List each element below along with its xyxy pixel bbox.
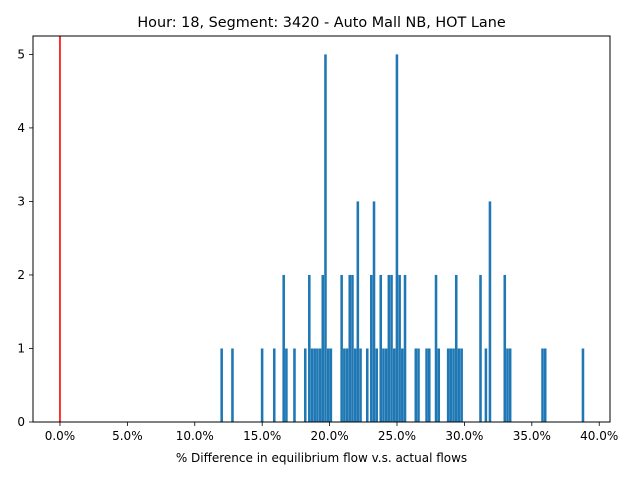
histogram-bar <box>293 348 296 422</box>
histogram-bar <box>417 348 420 422</box>
histogram-bar <box>581 348 585 422</box>
histogram-bar <box>457 348 461 422</box>
histogram-bar <box>449 348 453 422</box>
histogram-bar <box>395 54 399 422</box>
histogram-bar <box>454 274 458 422</box>
histogram-bar <box>403 274 407 422</box>
histogram-bar <box>390 274 393 422</box>
x-tick-label: 40.0% <box>580 429 618 443</box>
histogram-bar <box>356 201 360 422</box>
x-tick-label: 5.0% <box>112 429 143 443</box>
histogram-bar <box>345 348 349 422</box>
histogram-bar <box>387 274 391 422</box>
histogram-bar <box>282 274 285 422</box>
histogram-bar <box>313 348 316 422</box>
histogram-bar <box>428 348 431 422</box>
histogram-bar <box>310 348 314 422</box>
histogram-bar <box>488 201 492 422</box>
histogram-bar <box>318 348 322 422</box>
histogram-bar <box>379 274 383 422</box>
y-tick-label: 0 <box>17 415 25 429</box>
histogram-bar <box>329 348 333 422</box>
histogram-bar <box>437 348 441 422</box>
histogram-bar <box>503 274 507 422</box>
histogram-bar <box>353 348 357 422</box>
y-tick-label: 5 <box>17 47 25 61</box>
histogram-bar <box>272 348 276 422</box>
histogram-bar <box>260 348 264 422</box>
histogram-bar <box>375 348 378 422</box>
histogram-bar <box>308 274 311 422</box>
histogram-bar <box>382 348 385 422</box>
x-tick-label: 10.0% <box>176 429 214 443</box>
histogram-bar <box>398 274 401 422</box>
y-tick-label: 3 <box>17 194 25 208</box>
plot-frame <box>32 35 611 423</box>
histogram-bar <box>543 348 547 422</box>
y-axis-ticks: 0 1 2 3 4 5 <box>17 47 33 429</box>
histogram-bar <box>285 348 288 422</box>
histogram-bar <box>434 274 438 422</box>
histogram-bar <box>231 348 234 422</box>
histogram-bar <box>446 348 450 422</box>
y-tick-label: 1 <box>17 341 25 355</box>
x-axis-ticks: 0.0% 5.0% 10.0% 15.0% 20.0% 25.0% 30.0% 35.0% 40… <box>45 422 618 443</box>
histogram-bar <box>321 274 325 422</box>
histogram-bar <box>401 348 404 422</box>
histogram-bar <box>506 348 509 422</box>
histogram-bar <box>348 274 352 422</box>
histogram-bar <box>220 348 223 422</box>
histogram-bar <box>326 348 330 422</box>
chart-title: Hour: 18, Segment: 3420 - Auto Mall NB, … <box>137 15 505 31</box>
histogram-bar <box>414 348 418 422</box>
y-tick-label: 4 <box>17 121 25 135</box>
histogram-bar <box>452 348 455 422</box>
histogram-bar <box>384 348 388 422</box>
y-tick-label: 2 <box>17 268 25 282</box>
histogram-bar <box>484 348 488 422</box>
x-tick-label: 20.0% <box>311 429 349 443</box>
histogram-bar <box>508 348 512 422</box>
x-tick-label: 35.0% <box>513 429 551 443</box>
x-tick-label: 30.0% <box>445 429 483 443</box>
x-tick-label: 15.0% <box>243 429 281 443</box>
histogram-bar <box>351 274 354 422</box>
x-tick-label: 0.0% <box>45 429 76 443</box>
histogram-bar <box>392 348 396 422</box>
histogram-bar <box>324 54 327 422</box>
histogram-bars <box>220 54 585 422</box>
histogram-bar <box>343 348 346 422</box>
histogram-bar <box>460 348 463 422</box>
histogram-bar <box>340 274 343 422</box>
x-tick-label: 25.0% <box>378 429 416 443</box>
histogram-bar <box>479 274 482 422</box>
histogram-bar <box>316 348 319 422</box>
histogram-bar <box>303 348 307 422</box>
histogram-bar <box>425 348 428 422</box>
x-axis-label: % Difference in equilibrium flow v.s. ac… <box>176 451 467 465</box>
histogram-bar <box>359 348 362 422</box>
histogram-bar <box>372 201 376 422</box>
histogram-bar <box>365 348 369 422</box>
histogram-bar <box>370 274 373 422</box>
histogram-bar <box>541 348 544 422</box>
